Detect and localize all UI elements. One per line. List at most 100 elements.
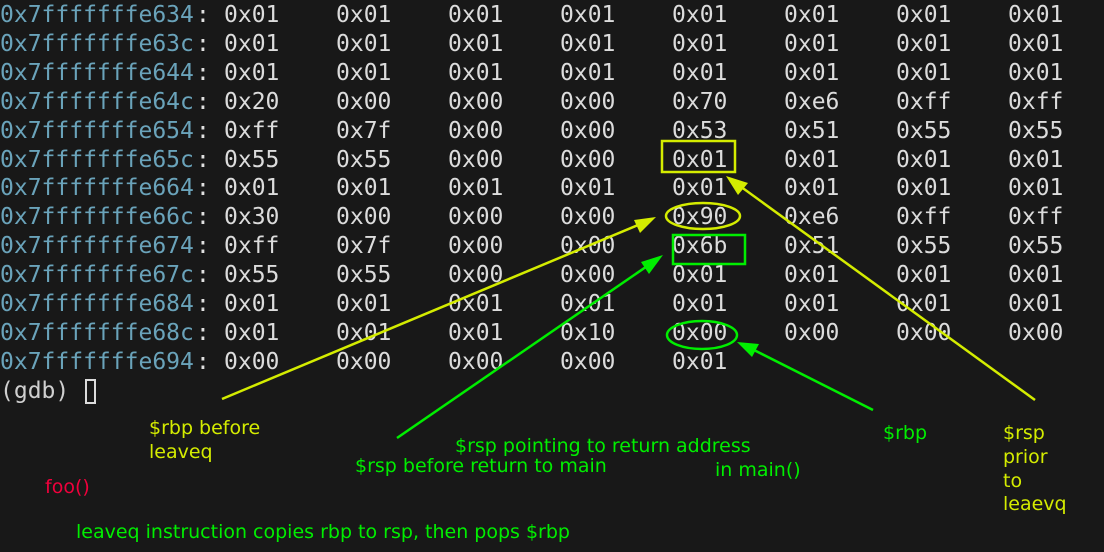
memory-byte: 0x20 (224, 88, 280, 115)
memory-byte: 0x00 (560, 117, 616, 144)
address-separator: : (196, 233, 210, 260)
gdb-prompt: (gdb) (0, 378, 70, 404)
memory-byte: 0x01 (896, 291, 952, 317)
memory-byte: 0x00 (560, 88, 616, 115)
arrow-rbp-before-leaveq (221, 218, 651, 401)
memory-byte: 0x01 (1008, 291, 1064, 317)
memory-byte: 0x01 (1008, 146, 1064, 173)
memory-byte: 0x00 (448, 204, 504, 231)
address-separator: : (196, 30, 210, 57)
memory-byte: 0x00 (448, 262, 504, 289)
highlight-ellipse-rbp (665, 319, 739, 351)
label-rsp-prior-4: leaevq (1003, 493, 1067, 515)
memory-byte: 0x01 (784, 2, 840, 28)
memory-byte: 0x01 (448, 30, 504, 57)
address-separator: : (196, 319, 210, 346)
memory-byte: 0x01 (784, 59, 840, 86)
address-separator: : (196, 146, 210, 173)
address-separator: : (196, 2, 210, 28)
memory-byte: 0x51 (784, 117, 840, 144)
memory-byte: 0x55 (224, 262, 280, 289)
memory-byte: 0xff (224, 233, 280, 260)
memory-byte: 0x01 (784, 262, 840, 289)
arrowhead-rsp-before-return (641, 255, 663, 274)
memory-byte: 0x53 (672, 117, 728, 144)
memory-byte: 0xff (224, 117, 280, 144)
arrow-rsp-prior (732, 179, 1036, 402)
memory-byte: 0x00 (448, 88, 504, 115)
memory-byte: 0x01 (1008, 262, 1064, 289)
terminal-cursor[interactable] (85, 379, 96, 404)
highlight-ellipse-rbp-before (664, 201, 742, 231)
label-rsp-prior-1: $rsp (1003, 422, 1045, 444)
memory-byte: 0x01 (784, 146, 840, 173)
memory-address: 0x7fffffffe68c (0, 319, 194, 346)
memory-byte: 0x00 (336, 204, 392, 231)
memory-address: 0x7fffffffe634 (0, 2, 194, 28)
memory-byte: 0xff (896, 204, 952, 231)
memory-byte: 0x01 (448, 175, 504, 202)
memory-byte: 0x55 (896, 233, 952, 260)
label-in-main: in main() (715, 459, 801, 481)
memory-byte: 0x01 (672, 291, 728, 317)
memory-byte: 0x01 (224, 2, 280, 28)
memory-address: 0x7fffffffe684 (0, 291, 194, 317)
memory-byte: 0x01 (672, 2, 728, 28)
memory-byte: 0x01 (560, 2, 616, 28)
memory-byte: 0x01 (896, 59, 952, 86)
memory-byte: 0x01 (1008, 175, 1064, 202)
memory-byte: 0x01 (224, 291, 280, 317)
memory-byte: 0x01 (448, 59, 504, 86)
memory-byte: 0x01 (672, 59, 728, 86)
arrowhead-rbp (737, 342, 759, 357)
arrowhead-rsp-prior (726, 176, 748, 195)
label-rsp-before-return: $rsp before return to main (355, 455, 607, 477)
memory-byte: 0x01 (1008, 30, 1064, 57)
memory-byte: 0x10 (560, 319, 616, 346)
label-rsp-prior-3: to (1003, 470, 1023, 492)
memory-byte: 0x00 (560, 348, 616, 375)
label-rbp: $rbp (883, 422, 928, 444)
memory-address: 0x7fffffffe644 (0, 59, 194, 86)
memory-byte: 0x00 (560, 204, 616, 231)
memory-byte: 0x01 (896, 175, 952, 202)
memory-byte: 0xff (1008, 88, 1064, 115)
memory-byte: 0x00 (560, 262, 616, 289)
memory-byte: 0x01 (336, 291, 392, 317)
memory-byte: 0x55 (224, 146, 280, 173)
memory-byte: 0x00 (1008, 319, 1064, 346)
memory-byte: 0x01 (224, 30, 280, 57)
memory-byte: 0x01 (896, 146, 952, 173)
memory-address: 0x7fffffffe63c (0, 30, 194, 57)
memory-byte: 0x01 (672, 262, 728, 289)
address-separator: : (196, 291, 210, 317)
memory-address: 0x7fffffffe65c (0, 146, 194, 173)
memory-byte: 0xe6 (784, 88, 840, 115)
memory-byte: 0x01 (448, 291, 504, 317)
memory-byte: 0x00 (224, 348, 280, 375)
memory-byte: 0x01 (448, 2, 504, 28)
memory-byte: 0x01 (896, 30, 952, 57)
memory-byte: 0x01 (896, 2, 952, 28)
label-foo: foo() (45, 476, 90, 498)
memory-address: 0x7fffffffe674 (0, 233, 194, 260)
memory-byte: 0x01 (224, 59, 280, 86)
memory-byte: 0x01 (448, 319, 504, 346)
highlight-box-rsp (660, 139, 737, 174)
memory-byte: 0x00 (784, 319, 840, 346)
memory-byte: 0x01 (1008, 2, 1064, 28)
memory-byte: 0x70 (672, 88, 728, 115)
memory-byte: 0x01 (560, 59, 616, 86)
memory-byte: 0x01 (560, 30, 616, 57)
label-leaveq-note: leaveq instruction copies rbp to rsp, th… (76, 521, 570, 543)
memory-byte: 0x55 (336, 146, 392, 173)
memory-address: 0x7fffffffe664 (0, 175, 194, 202)
memory-byte: 0x01 (336, 175, 392, 202)
memory-byte: 0x01 (336, 59, 392, 86)
address-separator: : (196, 88, 210, 115)
arrowhead-rbp-before-leaveq (634, 217, 656, 233)
label-rbp-before-leaveq-2: leaveq (149, 441, 213, 463)
address-separator: : (196, 117, 210, 144)
memory-byte: 0xff (1008, 204, 1064, 231)
